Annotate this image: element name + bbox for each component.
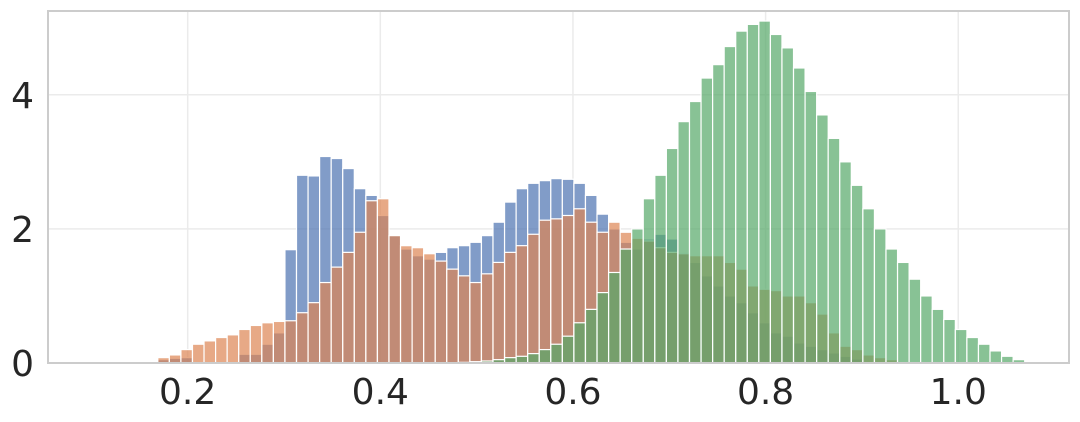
x-tick-label-0: 0.2: [159, 372, 216, 413]
y-tick-label-0: 0: [11, 344, 34, 385]
series-2-bar-11: [584, 308, 598, 364]
series-2-bar-34: [850, 184, 864, 364]
series-2-bar-35: [862, 208, 876, 364]
series-1-bar-21: [399, 245, 413, 364]
x-axis-ticks: 0.2 0.4 0.6 0.8 1.0: [159, 372, 987, 413]
series-2-bar-9: [561, 335, 575, 364]
series-2-bar-44: [966, 336, 980, 364]
series-1-bar-20: [388, 235, 402, 364]
series-2-bar-17: [654, 174, 667, 364]
series-2-bar-38: [896, 261, 910, 364]
series-2-bar-47: [1000, 355, 1014, 364]
series-2-bar-12: [596, 292, 610, 364]
x-tick-label-4: 1.0: [930, 372, 987, 413]
series-2-bar-26: [758, 20, 772, 364]
series-1-bar-31: [515, 245, 529, 364]
series-1-bar-15: [330, 266, 344, 364]
series-2-bar-13: [607, 271, 621, 364]
series-1-bar-4: [203, 340, 217, 364]
series-2-bar-46: [989, 350, 1003, 364]
series-1-bar-23: [423, 253, 436, 364]
series-2-bar-36: [873, 228, 887, 364]
series-1-bar-32: [527, 233, 540, 364]
series-1-bar-33: [538, 219, 552, 364]
series-2-bar-41: [931, 308, 945, 364]
series-2-bar-28: [781, 47, 795, 364]
series-2-bar-21: [700, 77, 714, 364]
x-tick-label-2: 0.6: [544, 372, 601, 413]
series-2-bar-6: [527, 353, 540, 364]
series-2-bars: [457, 20, 1026, 364]
series-1-bar-10: [272, 320, 286, 364]
series-2-bar-10: [573, 322, 587, 364]
series-1-bar-17: [353, 231, 367, 364]
y-tick-label-1: 2: [11, 210, 34, 251]
y-tick-label-2: 4: [11, 76, 34, 117]
series-2-bar-29: [792, 67, 806, 364]
series-1-bar-12: [295, 312, 309, 364]
y-axis-ticks: 0 2 4: [11, 76, 34, 385]
series-1-bar-14: [319, 281, 332, 364]
series-2-bar-39: [908, 278, 922, 364]
series-1-bar-30: [503, 251, 517, 364]
series-1-bar-9: [261, 322, 274, 364]
series-2-bar-45: [977, 343, 991, 364]
series-2-bar-37: [885, 248, 899, 364]
plot-frame: [47, 10, 1070, 364]
series-1-bar-19: [376, 198, 390, 364]
series-2-bar-30: [804, 90, 818, 364]
series-1-bar-26: [457, 275, 471, 364]
series-2-bar-18: [665, 147, 679, 364]
series-1-bar-28: [480, 273, 494, 364]
series-2-bar-20: [688, 100, 702, 364]
series-2-bar-33: [839, 161, 852, 364]
series-1-bar-1: [168, 354, 182, 364]
histogram-bars: [157, 20, 1026, 364]
series-2-bar-19: [677, 121, 691, 364]
series-1-bar-6: [226, 334, 240, 364]
series-2-bar-14: [619, 248, 633, 364]
series-2-bar-24: [735, 30, 748, 364]
series-2-bar-31: [816, 114, 829, 364]
series-1-bar-5: [214, 336, 228, 364]
series-2-bar-23: [723, 45, 737, 364]
series-2-bar-5: [515, 355, 529, 364]
series-2-bar-15: [631, 228, 644, 364]
series-2-bar-42: [943, 318, 956, 364]
series-1-bar-8: [249, 324, 263, 364]
series-1-bar-11: [284, 320, 298, 364]
series-1-bar-2: [180, 348, 194, 364]
series-1-bar-7: [238, 328, 251, 364]
series-1-bar-34: [550, 218, 563, 364]
series-1-bar-29: [492, 261, 506, 364]
x-tick-label-1: 0.4: [352, 372, 409, 413]
series-1-bar-27: [469, 281, 483, 364]
series-1-bar-18: [365, 200, 379, 364]
series-1-bar-25: [446, 268, 459, 364]
series-2-bar-22: [712, 64, 725, 364]
series-1-bar-3: [191, 343, 205, 364]
series-2-bar-40: [920, 295, 933, 364]
series-2-bar-25: [746, 23, 760, 364]
series-2-bar-27: [769, 33, 783, 364]
series-1-bar-13: [307, 302, 321, 364]
series-1-bar-24: [434, 260, 448, 364]
series-2-bar-8: [550, 343, 563, 364]
series-2-bar-16: [642, 198, 656, 364]
series-2-bar-7: [538, 348, 552, 364]
series-1-bar-16: [342, 251, 355, 364]
series-2-bar-32: [827, 137, 841, 364]
series-1-bar-22: [411, 247, 425, 364]
series-2-bar-43: [954, 328, 968, 364]
x-tick-label-3: 0.8: [737, 372, 794, 413]
